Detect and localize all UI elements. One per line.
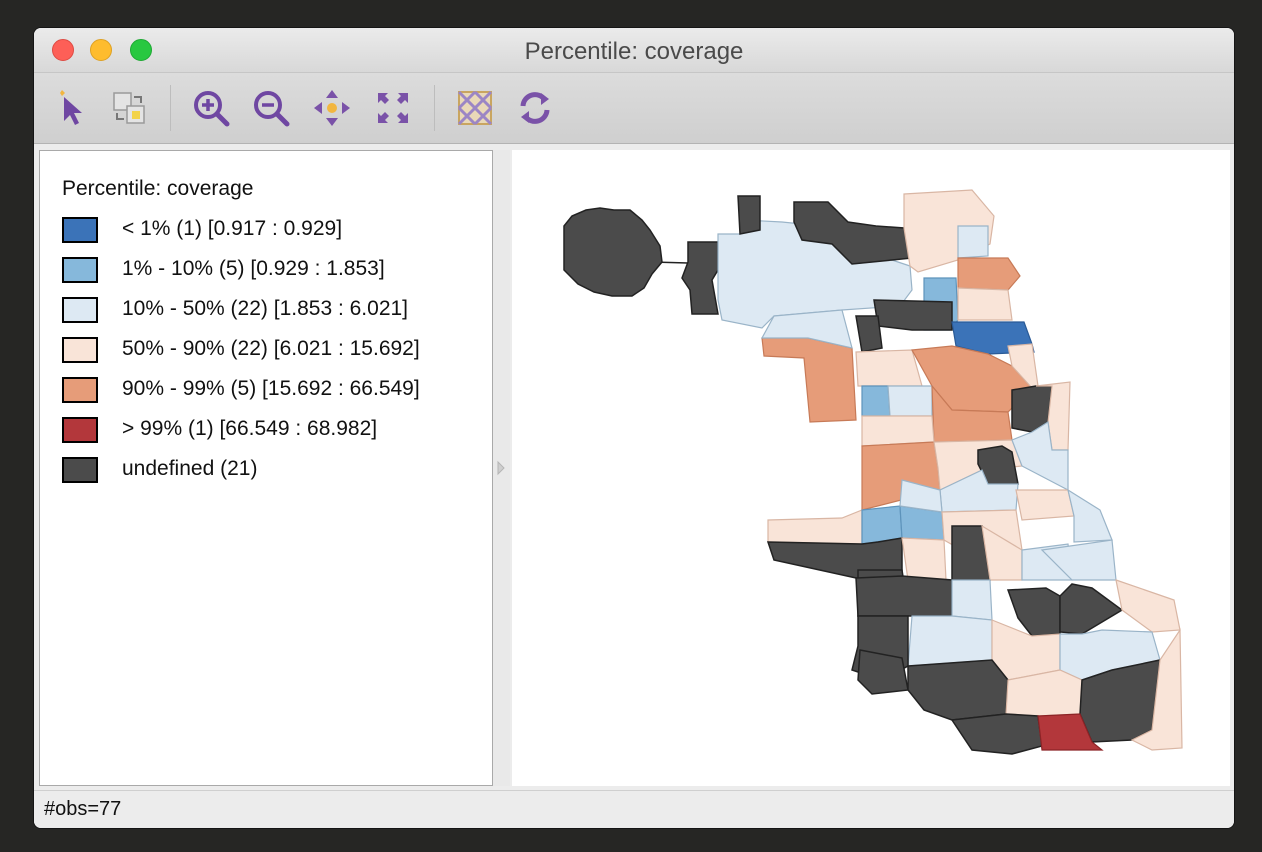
- copy-selection-icon[interactable]: [108, 87, 150, 129]
- map-region: [1059, 583, 1124, 635]
- legend-swatch: [62, 217, 98, 243]
- legend-swatch: [62, 377, 98, 403]
- map-region: [1006, 587, 1061, 637]
- legend-title: Percentile: coverage: [62, 177, 254, 200]
- observation-count: #obs=77: [44, 798, 122, 820]
- map-region: [1011, 421, 1069, 491]
- map-region: [1037, 713, 1104, 751]
- select-pointer-icon[interactable]: [50, 87, 92, 129]
- map-region: [793, 201, 913, 265]
- map-region: [957, 225, 989, 259]
- panel-splitter[interactable]: [493, 150, 510, 786]
- map-region: [957, 287, 1013, 321]
- pan-icon[interactable]: [311, 87, 353, 129]
- basemap-icon[interactable]: [454, 87, 496, 129]
- legend-swatch: [62, 257, 98, 283]
- fit-extent-icon[interactable]: [372, 87, 414, 129]
- legend-label: 10% - 50% (22) [1.853 : 6.021]: [122, 297, 409, 320]
- map-region: [855, 575, 953, 617]
- map-region: [907, 615, 993, 667]
- map-region: [855, 315, 883, 353]
- map-window: Percentile: coverage: [34, 28, 1234, 828]
- map-region: [887, 385, 933, 417]
- map-region: [1015, 489, 1075, 521]
- toolbar-separator: [170, 85, 171, 131]
- map-region: [857, 649, 909, 695]
- close-window-button[interactable]: [52, 39, 74, 61]
- toolbar-separator: [434, 85, 435, 131]
- map-region: [951, 579, 993, 621]
- legend-label: undefined (21): [122, 457, 258, 480]
- legend-panel[interactable]: Percentile: coverage < 1% (1) [0.917 : 0…: [39, 150, 493, 786]
- map-region: [737, 195, 761, 235]
- map-region: [1115, 579, 1181, 633]
- map-region: [1130, 628, 1183, 751]
- map-region: [766, 537, 903, 579]
- legend-label: 90% - 99% (5) [15.692 : 66.549]: [122, 377, 420, 400]
- legend-swatch: [62, 297, 98, 323]
- map-region: [950, 713, 1043, 755]
- map-region: [855, 349, 923, 387]
- map-region: [861, 385, 891, 417]
- map-region: [907, 659, 1009, 721]
- legend-swatch: [62, 337, 98, 363]
- legend-label: < 1% (1) [0.917 : 0.929]: [122, 217, 343, 240]
- legend-label: > 99% (1) [66.549 : 68.982]: [122, 417, 378, 440]
- map-region: [861, 415, 935, 447]
- map-region: [901, 537, 947, 581]
- map-region: [563, 207, 663, 297]
- map-region: [957, 257, 1021, 291]
- legend-label: 1% - 10% (5) [0.929 : 1.853]: [122, 257, 385, 280]
- minimize-window-button[interactable]: [90, 39, 112, 61]
- maximize-window-button[interactable]: [130, 39, 152, 61]
- window-title: Percentile: coverage: [524, 38, 744, 65]
- legend-swatch: [62, 417, 98, 443]
- status-bar: #obs=77: [34, 790, 1234, 828]
- map-region: [760, 309, 853, 349]
- map-region: [761, 337, 857, 423]
- map-canvas[interactable]: [512, 150, 1230, 786]
- legend-label: 50% - 90% (22) [6.021 : 15.692]: [122, 337, 420, 360]
- map-region: [1067, 488, 1113, 543]
- map-region: [717, 219, 913, 329]
- map-region: [767, 509, 863, 545]
- legend-swatch: [62, 457, 98, 483]
- title-bar: Percentile: coverage: [34, 28, 1234, 73]
- refresh-icon[interactable]: [514, 87, 556, 129]
- map-region: [681, 241, 719, 315]
- zoom-in-icon[interactable]: [190, 87, 232, 129]
- toolbar: [34, 73, 1234, 144]
- map-region: [873, 299, 953, 331]
- zoom-out-icon[interactable]: [250, 87, 292, 129]
